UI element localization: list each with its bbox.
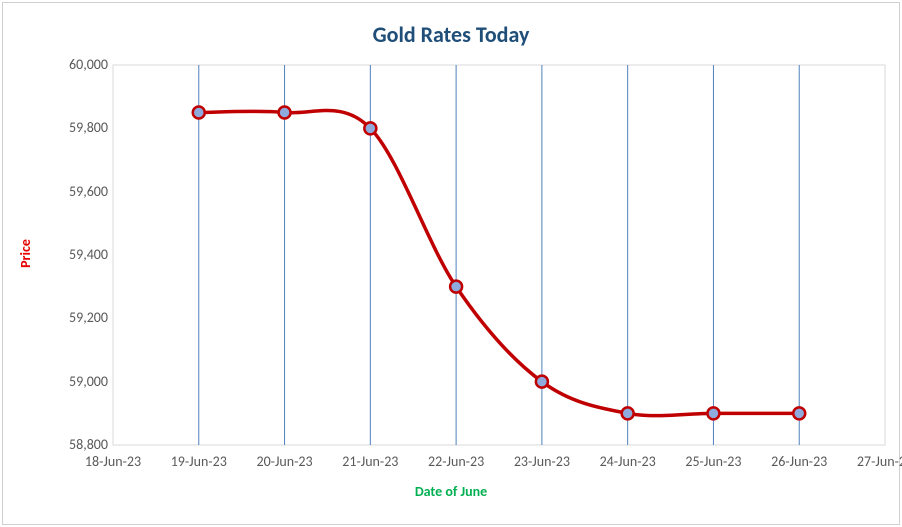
x-tick-label: 23-Jun-23 <box>499 453 585 470</box>
y-tick-label: 60,000 <box>53 56 108 73</box>
x-tick-label: 22-Jun-23 <box>413 453 499 470</box>
chart-container: Gold Rates Today Price Date of June 58,8… <box>2 2 900 525</box>
y-tick-label: 59,800 <box>53 119 108 136</box>
x-tick-label: 19-Jun-23 <box>156 453 242 470</box>
data-marker <box>707 407 719 419</box>
x-tick-label: 26-Jun-23 <box>756 453 842 470</box>
y-tick-label: 59,000 <box>53 373 108 390</box>
series-line <box>199 111 799 416</box>
data-marker <box>364 122 376 134</box>
y-axis-title: Price <box>17 239 34 268</box>
y-tick-label: 58,800 <box>53 436 108 453</box>
data-marker <box>450 281 462 293</box>
plot-area <box>113 65 885 445</box>
data-marker <box>193 107 205 119</box>
data-marker <box>622 407 634 419</box>
x-tick-label: 21-Jun-23 <box>327 453 413 470</box>
data-marker <box>793 407 805 419</box>
data-marker <box>279 107 291 119</box>
chart-title: Gold Rates Today <box>3 21 899 48</box>
y-tick-label: 59,200 <box>53 309 108 326</box>
x-tick-label: 18-Jun-23 <box>70 453 156 470</box>
y-tick-label: 59,600 <box>53 183 108 200</box>
y-tick-label: 59,400 <box>53 246 108 263</box>
x-tick-label: 27-Jun-23 <box>842 453 902 470</box>
x-tick-label: 24-Jun-23 <box>585 453 671 470</box>
data-marker <box>536 376 548 388</box>
x-tick-label: 20-Jun-23 <box>242 453 328 470</box>
x-tick-label: 25-Jun-23 <box>671 453 757 470</box>
x-axis-title: Date of June <box>3 483 899 500</box>
